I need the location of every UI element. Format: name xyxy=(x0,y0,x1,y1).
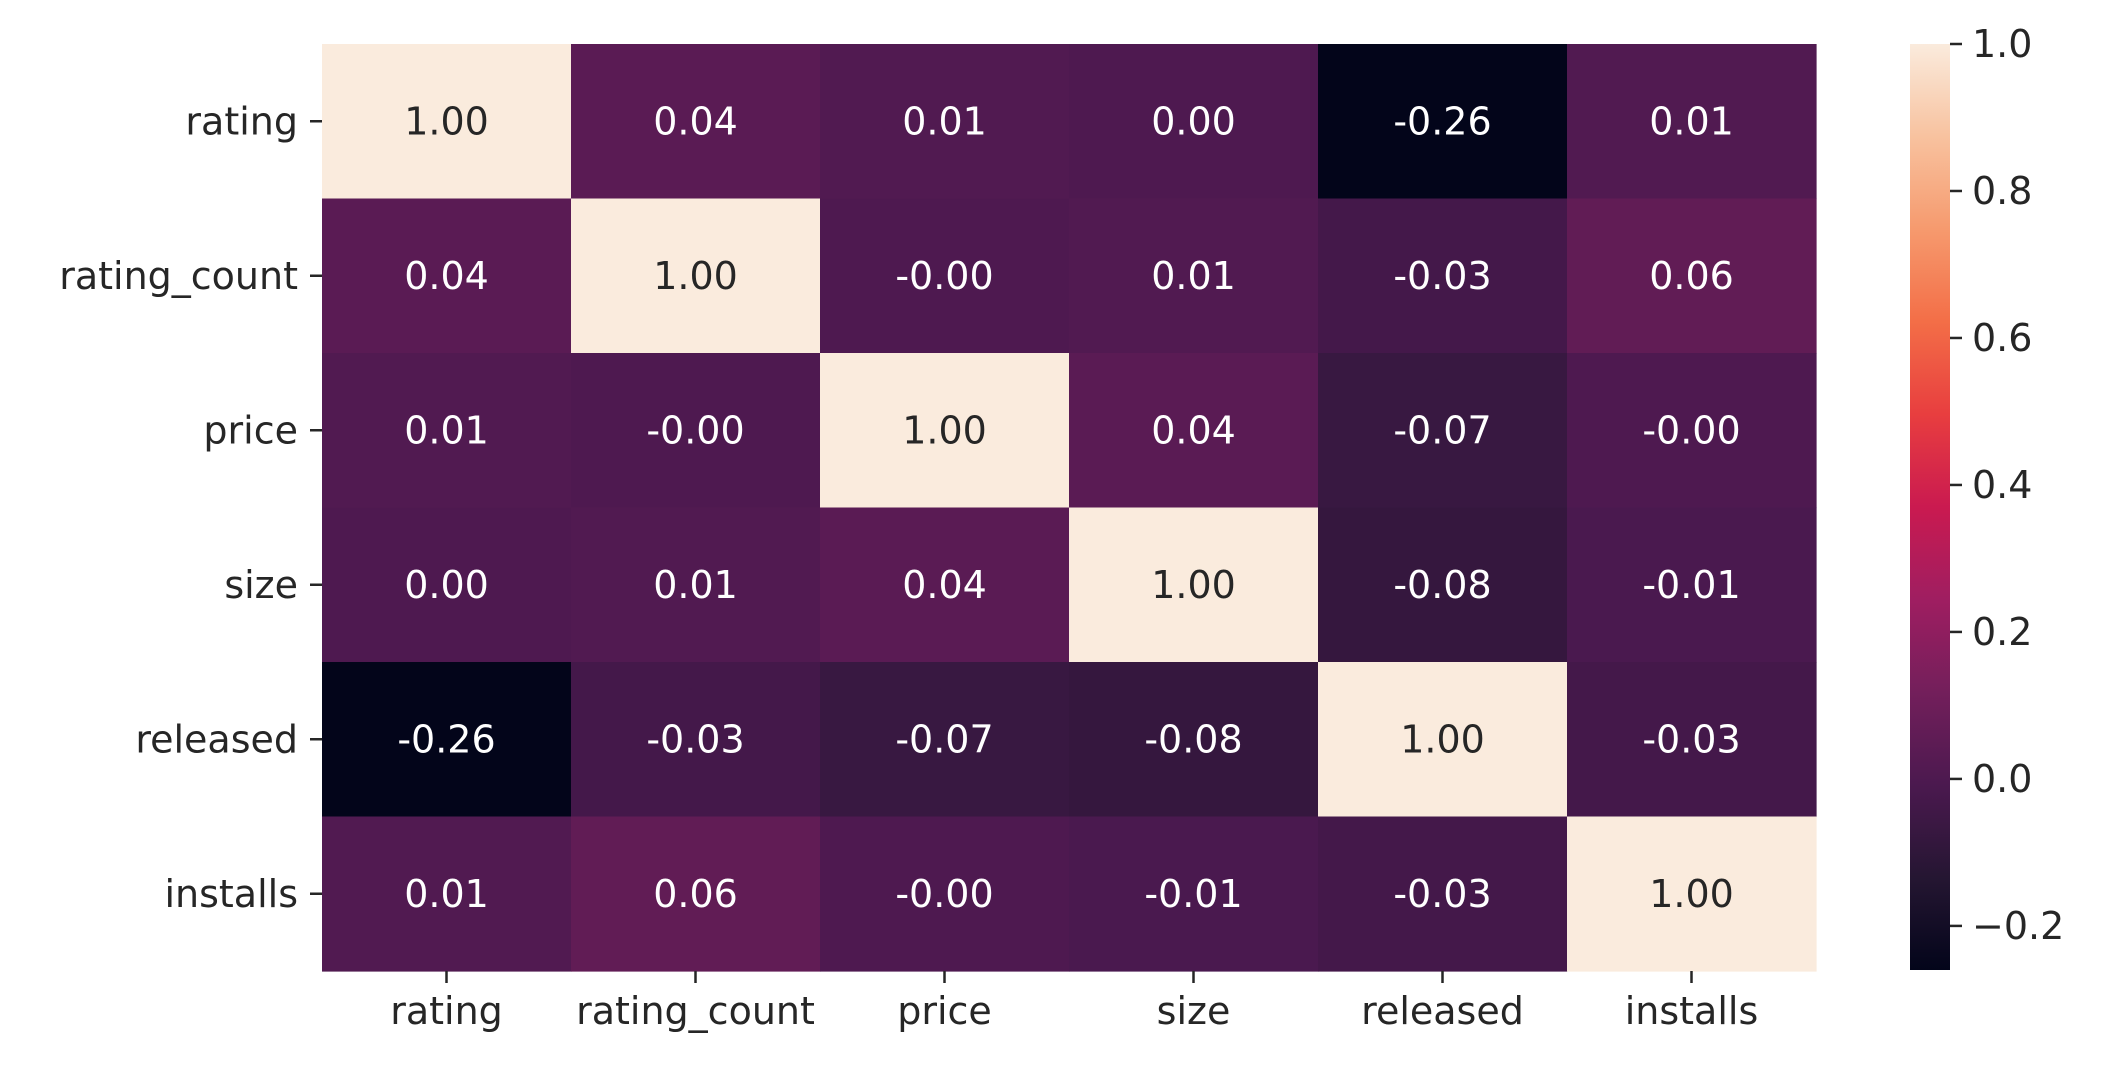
y-tick-label: size xyxy=(224,563,298,607)
cell-value-label: 1.00 xyxy=(902,408,987,452)
cell-value-label: 0.00 xyxy=(404,563,489,607)
heatmap-cell xyxy=(322,198,572,354)
heatmap-cell xyxy=(571,507,821,663)
heatmap-cell xyxy=(571,44,821,200)
heatmap-cell xyxy=(571,816,821,972)
heatmap-cell xyxy=(1567,353,1817,509)
cell-value-label: 0.01 xyxy=(1649,99,1734,143)
heatmap-cell xyxy=(1567,507,1817,663)
cell-value-label: 1.00 xyxy=(653,254,738,298)
y-tick-label: price xyxy=(203,408,298,452)
cell-value-label: -0.00 xyxy=(646,408,744,452)
heatmap-cell xyxy=(1318,353,1568,509)
heatmap-cell xyxy=(1069,662,1319,818)
heatmap-cell xyxy=(820,44,1070,200)
cell-value-label: 0.00 xyxy=(1151,99,1236,143)
cell-value-label: 0.04 xyxy=(1151,408,1236,452)
heatmap-cell xyxy=(1318,662,1568,818)
cell-value-label: 0.06 xyxy=(653,872,738,916)
cell-value-label: -0.03 xyxy=(646,717,744,761)
heatmap-cell xyxy=(322,507,572,663)
heatmap-cell xyxy=(322,44,572,200)
heatmap-cell xyxy=(1318,507,1568,663)
cell-value-label: -0.00 xyxy=(895,872,993,916)
heatmap-cell xyxy=(571,353,821,509)
heatmap-cell xyxy=(1069,353,1319,509)
cell-value-label: 0.01 xyxy=(902,99,987,143)
colorbar-tick-label: 0.8 xyxy=(1972,169,2032,213)
heatmap-cell xyxy=(322,816,572,972)
heatmap-cell xyxy=(820,198,1070,354)
cell-value-label: 0.01 xyxy=(653,563,738,607)
cell-value-label: -0.01 xyxy=(1144,872,1242,916)
heatmap-cell xyxy=(820,662,1070,818)
colorbar-tick-label: −0.2 xyxy=(1972,904,2064,948)
heatmap-cell xyxy=(1567,662,1817,818)
heatmap-cell xyxy=(1069,44,1319,200)
x-axis: rating rating_count price size released insta… xyxy=(390,971,1758,1033)
cell-value-label: 1.00 xyxy=(1151,563,1236,607)
cell-value-label: -0.03 xyxy=(1393,254,1491,298)
heatmap-cell xyxy=(322,662,572,818)
cell-value-label: -0.07 xyxy=(895,717,993,761)
cell-value-label: -0.00 xyxy=(895,254,993,298)
cell-value-label: -0.03 xyxy=(1642,717,1740,761)
cell-value-label: 0.04 xyxy=(902,563,987,607)
heatmap-cell xyxy=(1069,507,1319,663)
heatmap-cell xyxy=(1567,44,1817,200)
cell-value-label: 0.01 xyxy=(1151,254,1236,298)
heatmap-cell xyxy=(1069,816,1319,972)
y-tick-label: installs xyxy=(164,872,298,916)
cell-value-label: 1.00 xyxy=(1649,872,1734,916)
heatmap-cell xyxy=(820,353,1070,509)
cells-layer: 1.00 0.04 0.01 0.00 -0.26 0.01 0.04 1.00 -0.00 0.… xyxy=(322,44,1817,972)
heatmap-cell xyxy=(1567,816,1817,972)
colorbar-tick-label: 0.4 xyxy=(1972,463,2032,507)
heatmap-cell xyxy=(322,353,572,509)
cell-value-label: -0.26 xyxy=(1393,99,1491,143)
cell-value-label: 0.06 xyxy=(1649,254,1734,298)
cell-value-label: -0.01 xyxy=(1642,563,1740,607)
x-tick-label: price xyxy=(897,989,992,1033)
colorbar-tick-label: 0.2 xyxy=(1972,610,2032,654)
cell-value-label: -0.08 xyxy=(1393,563,1491,607)
heatmap-cell xyxy=(1567,198,1817,354)
heatmap-cell xyxy=(1069,198,1319,354)
x-tick-label: rating xyxy=(390,989,503,1033)
cell-value-label: 1.00 xyxy=(1400,717,1485,761)
heatmap-cell xyxy=(1318,44,1568,200)
heatmap-cell xyxy=(820,507,1070,663)
x-tick-label: rating_count xyxy=(576,989,815,1033)
y-tick-label: rating_count xyxy=(59,254,298,298)
cell-value-label: 0.01 xyxy=(404,872,489,916)
cell-value-label: 0.04 xyxy=(653,99,738,143)
y-tick-label: rating xyxy=(185,99,298,143)
colorbar-tick-label: 0.6 xyxy=(1972,316,2032,360)
cell-value-label: 1.00 xyxy=(404,99,489,143)
cell-value-label: 0.01 xyxy=(404,408,489,452)
heatmap-cell xyxy=(1318,816,1568,972)
x-tick-label: installs xyxy=(1625,989,1759,1033)
colorbar-tick-label: 1.0 xyxy=(1972,22,2032,66)
cell-value-label: -0.07 xyxy=(1393,408,1491,452)
cell-value-label: -0.26 xyxy=(397,717,495,761)
heatmap-cell xyxy=(571,198,821,354)
cell-value-label: -0.00 xyxy=(1642,408,1740,452)
heatmap-cell xyxy=(820,816,1070,972)
heatmap-cell xyxy=(571,662,821,818)
cell-value-label: -0.08 xyxy=(1144,717,1242,761)
heatmap-cell xyxy=(1318,198,1568,354)
x-tick-label: size xyxy=(1157,989,1231,1033)
y-tick-label: released xyxy=(135,717,298,761)
cell-value-label: 0.04 xyxy=(404,254,489,298)
x-tick-label: released xyxy=(1361,989,1524,1033)
colorbar-tick-label: 0.0 xyxy=(1972,757,2032,801)
cell-value-label: -0.03 xyxy=(1393,872,1491,916)
colorbar: 1.0 0.8 0.6 0.4 0.2 0.0 −0.2 xyxy=(1910,22,2064,970)
colorbar-gradient xyxy=(1910,44,1950,970)
